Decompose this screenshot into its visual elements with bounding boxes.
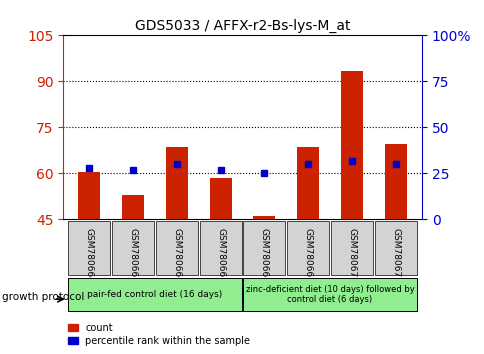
Text: GSM780664: GSM780664 [85, 228, 93, 283]
Bar [78, 172, 100, 219]
FancyBboxPatch shape [68, 221, 110, 275]
Title: GDS5033 / AFFX-r2-Bs-lys-M_at: GDS5033 / AFFX-r2-Bs-lys-M_at [135, 19, 349, 33]
Bar [253, 216, 275, 219]
Text: GSM780671: GSM780671 [391, 228, 399, 283]
Text: pair-fed control diet (16 days): pair-fed control diet (16 days) [87, 290, 222, 299]
Text: GSM780666: GSM780666 [172, 228, 181, 283]
FancyBboxPatch shape [243, 221, 285, 275]
Text: GSM780669: GSM780669 [303, 228, 312, 283]
Legend: count, percentile rank within the sample: count, percentile rank within the sample [68, 323, 250, 346]
FancyBboxPatch shape [374, 221, 416, 275]
FancyBboxPatch shape [330, 221, 372, 275]
Text: GSM780670: GSM780670 [347, 228, 356, 283]
Bar [297, 147, 318, 219]
FancyBboxPatch shape [68, 278, 242, 312]
Text: GSM780665: GSM780665 [128, 228, 137, 283]
Bar [166, 147, 187, 219]
Bar [122, 195, 144, 219]
Bar [209, 178, 231, 219]
Text: GSM780668: GSM780668 [259, 228, 268, 283]
Text: growth protocol: growth protocol [2, 292, 85, 302]
Text: zinc-deficient diet (10 days) followed by
control diet (6 days): zinc-deficient diet (10 days) followed b… [245, 285, 413, 304]
Bar [384, 144, 406, 219]
FancyBboxPatch shape [155, 221, 197, 275]
FancyBboxPatch shape [199, 221, 241, 275]
FancyBboxPatch shape [287, 221, 329, 275]
FancyBboxPatch shape [242, 278, 416, 312]
FancyBboxPatch shape [112, 221, 154, 275]
Text: GSM780667: GSM780667 [216, 228, 225, 283]
Bar [340, 71, 362, 219]
